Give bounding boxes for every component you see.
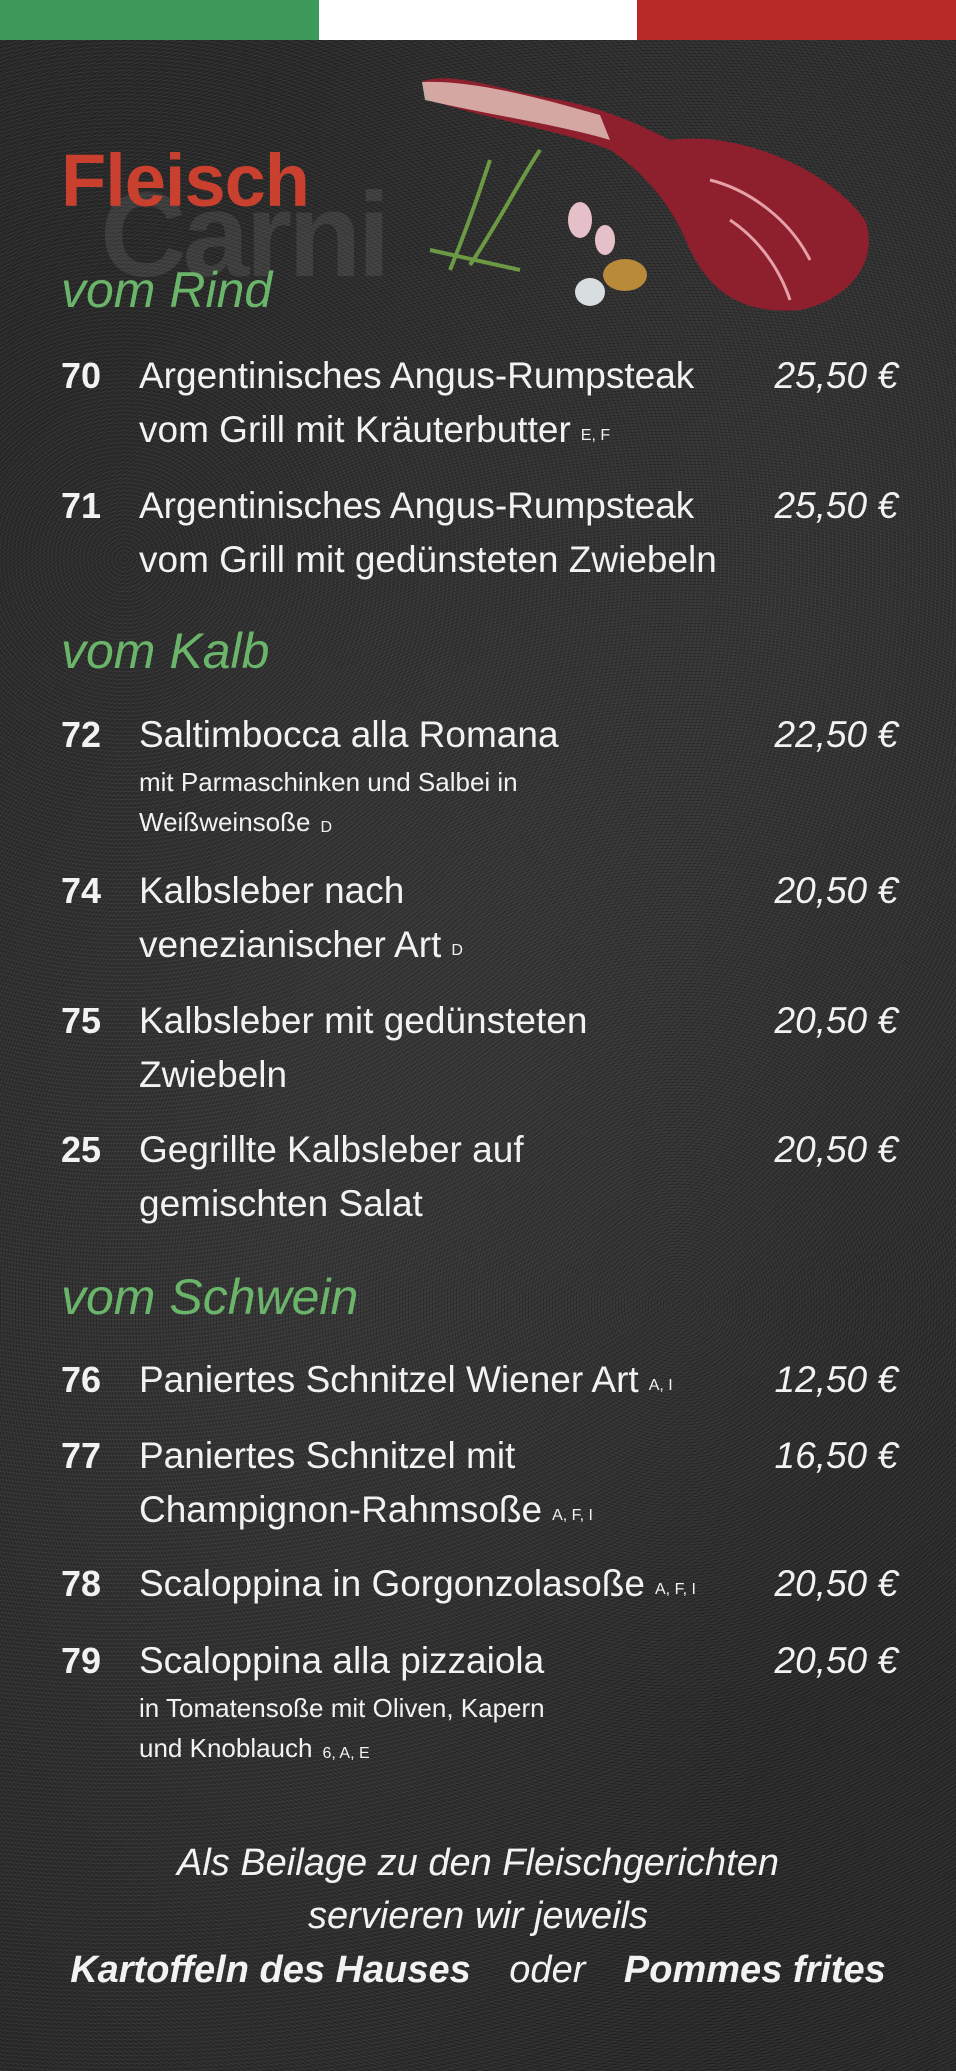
item-number: 76: [61, 1359, 102, 1400]
item-name-text: Argentinisches Angus-Rumpsteak: [139, 485, 695, 526]
item-name-text: Paniertes Schnitzel mit: [139, 1435, 516, 1476]
allergen-codes: A, F, I: [655, 1581, 696, 1598]
item-name-line: vom Grill mit Kräuterbutter E, F: [139, 403, 694, 457]
item-name-text: vom Grill mit Kräuterbutter: [139, 409, 571, 450]
section-heading: vom Rind: [61, 262, 273, 318]
item-name-line: vom Grill mit gedünsteten Zwiebeln: [139, 533, 717, 587]
item-name-text: Champignon-Rahmsoße: [139, 1489, 543, 1530]
item-name: Argentinisches Angus-Rumpsteak vom Grill …: [139, 479, 717, 587]
item-price: 25,50 €: [774, 485, 898, 526]
item-name: Saltimbocca alla Romana mit Parmaschinken…: [139, 708, 559, 842]
footer-line-1: Als Beilage zu den Fleischgerichten: [176, 1842, 779, 1884]
item-name-line: Kalbsleber nach: [139, 864, 463, 918]
section-heading: vom Kalb: [61, 623, 270, 679]
item-price: 20,50 €: [774, 1129, 898, 1170]
item-price: 22,50 €: [774, 714, 898, 755]
item-name-text: Scaloppina alla pizzaiola: [139, 1640, 545, 1681]
flag-green: [0, 0, 319, 40]
item-name-line: Paniertes Schnitzel mit: [139, 1429, 593, 1483]
allergen-codes: D: [451, 942, 463, 959]
item-name-text: Gegrillte Kalbsleber auf: [139, 1129, 524, 1170]
item-number: 79: [61, 1640, 102, 1681]
item-description-line: in Tomatensoße mit Oliven, Kapern: [139, 1688, 545, 1728]
item-name-text: Kalbsleber mit gedünsteten: [139, 1000, 588, 1041]
flag-red: [637, 0, 956, 40]
item-description-line: und Knoblauch 6, A, E: [139, 1728, 545, 1768]
item-number: 77: [61, 1435, 102, 1476]
item-name: Kalbsleber mit gedünsteten Zwiebeln: [139, 994, 587, 1102]
item-name-line: gemischten Salat: [139, 1177, 524, 1231]
item-name-line: Argentinisches Angus-Rumpsteak: [139, 349, 694, 403]
item-number: 70: [61, 355, 102, 396]
item-name-text: venezianischer Art: [139, 924, 442, 965]
item-number: 78: [61, 1563, 102, 1604]
item-name: Scaloppina in Gorgonzolasoße A, F, I: [139, 1557, 696, 1611]
item-description-text: in Tomatensoße mit Oliven, Kapern: [139, 1693, 545, 1723]
item-number: 75: [61, 1000, 102, 1041]
item-name-line: venezianischer Art D: [139, 918, 463, 972]
item-price: 12,50 €: [774, 1359, 898, 1400]
item-price: 20,50 €: [774, 870, 898, 911]
item-name-line: Kalbsleber mit gedünsteten: [139, 994, 587, 1048]
steak-herbs-image: [422, 78, 869, 311]
item-number: 25: [61, 1129, 102, 1170]
item-description-line: mit Parmaschinken und Salbei in: [139, 762, 559, 802]
item-name: Gegrillte Kalbsleber auf gemischten Salat: [139, 1123, 524, 1231]
side-option-fries: Pommes frites: [623, 1949, 886, 1991]
item-price: 20,50 €: [774, 1000, 898, 1041]
side-option-potatoes: Kartoffeln des Hauses: [70, 1949, 471, 1991]
allergen-codes: E, F: [580, 427, 611, 444]
item-name-line: Paniertes Schnitzel Wiener Art A, I: [139, 1353, 673, 1407]
item-price: 20,50 €: [774, 1563, 898, 1604]
item-price: 16,50 €: [774, 1435, 898, 1476]
item-name-line: Scaloppina alla pizzaiola: [139, 1634, 545, 1688]
item-name: Scaloppina alla pizzaiola in Tomatensoße …: [139, 1634, 545, 1768]
item-name-text: Zwiebeln: [139, 1054, 288, 1095]
item-name-line: Gegrillte Kalbsleber auf: [139, 1123, 524, 1177]
item-price: 20,50 €: [774, 1640, 898, 1681]
item-description-line: Weißweinsoße D: [139, 802, 559, 842]
item-name: Kalbsleber nach venezianischer Art D: [139, 864, 463, 972]
item-name-text: Paniertes Schnitzel Wiener Art: [139, 1359, 639, 1400]
allergen-codes: 6, A, E: [322, 1745, 370, 1762]
allergen-codes: A, I: [648, 1377, 673, 1394]
item-number: 72: [61, 714, 102, 755]
item-description-text: und Knoblauch: [139, 1733, 313, 1763]
item-name: Argentinisches Angus-Rumpsteak vom Grill …: [139, 349, 694, 457]
item-name-line: Champignon-Rahmsoße A, F, I: [139, 1483, 593, 1537]
page-title: Fleisch: [61, 139, 310, 222]
item-number: 74: [61, 870, 102, 911]
footer-sides: Kartoffeln des Hauses oder Pommes frites: [0, 1944, 956, 1997]
item-name-line: Scaloppina in Gorgonzolasoße A, F, I: [139, 1557, 696, 1611]
item-description-text: Weißweinsoße: [139, 807, 311, 837]
watermark-carni: Carni: [100, 168, 391, 302]
item-number: 71: [61, 485, 102, 526]
item-name-text: vom Grill mit gedünsteten Zwiebeln: [139, 539, 717, 580]
item-description-text: mit Parmaschinken und Salbei in: [139, 767, 518, 797]
flag-white: [318, 0, 638, 40]
item-name-text: Saltimbocca alla Romana: [139, 714, 559, 755]
item-name-line: Saltimbocca alla Romana: [139, 708, 559, 762]
footer-line-2: servieren wir jeweils: [308, 1895, 648, 1937]
item-name-line: Argentinisches Angus-Rumpsteak: [139, 479, 717, 533]
item-name: Paniertes Schnitzel Wiener Art A, I: [139, 1353, 673, 1407]
item-name-line: Zwiebeln: [139, 1048, 587, 1102]
side-or: oder: [509, 1949, 586, 1991]
item-name-text: Kalbsleber nach: [139, 870, 405, 911]
italian-flag-bar: [0, 0, 956, 40]
item-name-text: gemischten Salat: [139, 1183, 423, 1224]
allergen-codes: D: [320, 819, 333, 836]
section-heading: vom Schwein: [61, 1269, 359, 1325]
item-name-text: Scaloppina in Gorgonzolasoße: [139, 1563, 645, 1604]
allergen-codes: A, F, I: [552, 1507, 593, 1524]
item-price: 25,50 €: [774, 355, 898, 396]
item-name: Paniertes Schnitzel mit Champignon-Rahmso…: [139, 1429, 593, 1537]
item-name-text: Argentinisches Angus-Rumpsteak: [139, 355, 695, 396]
